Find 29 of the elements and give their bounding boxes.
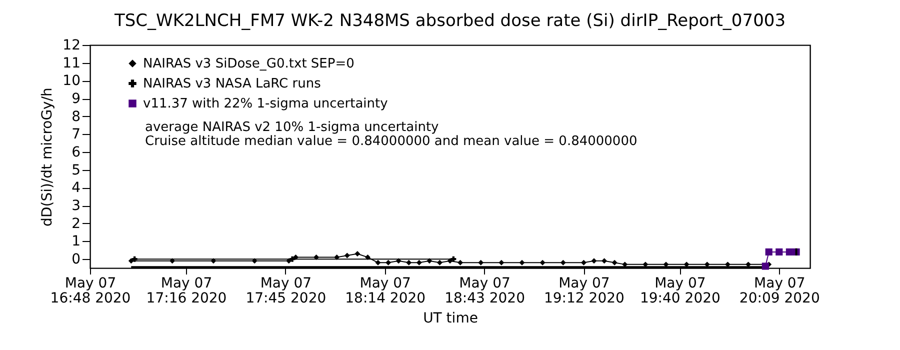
y-tick-label: 8 — [72, 108, 80, 125]
legend-label: NAIRAS v3 SiDose_G0.txt SEP=0 — [143, 56, 354, 72]
legend-label: NAIRAS v3 NASA LaRC runs — [143, 76, 322, 92]
x-axis-title: UT time — [423, 310, 478, 326]
x-tick-label: May 07 16:48 2020 — [50, 276, 131, 306]
x-tick-label: May 07 18:14 2020 — [345, 276, 426, 306]
x-tick-label: May 07 20:09 2020 — [739, 276, 820, 306]
y-tick-label: 2 — [72, 216, 80, 232]
x-tick-label: May 07 19:12 2020 — [544, 276, 624, 306]
y-tick-label: 6 — [72, 144, 81, 161]
x-tick-label: May 07 18:43 2020 — [444, 276, 526, 306]
y-tick-label: 11 — [62, 55, 80, 72]
y-tick-label: 12 — [62, 38, 80, 54]
x-tick-label: May 07 17:16 2020 — [146, 276, 227, 306]
annotation: average NAIRAS v2 10% 1-sigma uncertainty — [145, 120, 440, 135]
y-tick-label: 3 — [72, 198, 80, 214]
y-tick-label: 0 — [72, 252, 80, 268]
x-tick-label: May 07 19:40 2020 — [640, 276, 720, 306]
chart-title: TSC_WK2LNCH_FM7 WK-2 N348MS absorbed dose rate (Si) dirIP_Report_07003 — [113, 11, 786, 31]
y-tick-label: 9 — [72, 91, 80, 108]
y-tick-label: 1 — [72, 234, 80, 250]
y-tick-label: 10 — [62, 73, 80, 90]
annotation: Cruise altitude median value = 0.84000000 and mean value = 0.84000000 — [145, 134, 638, 149]
y-tick-label: 7 — [72, 126, 80, 143]
y-tick-label: 5 — [72, 162, 80, 178]
y-axis-title: dD(Si)/dt microGy/h — [40, 88, 56, 226]
y-tick-label: 4 — [72, 180, 81, 196]
legend-label: v11.37 with 22% 1-sigma uncertainty — [143, 96, 388, 112]
x-tick-label: May 07 17:45 2020 — [246, 276, 326, 306]
